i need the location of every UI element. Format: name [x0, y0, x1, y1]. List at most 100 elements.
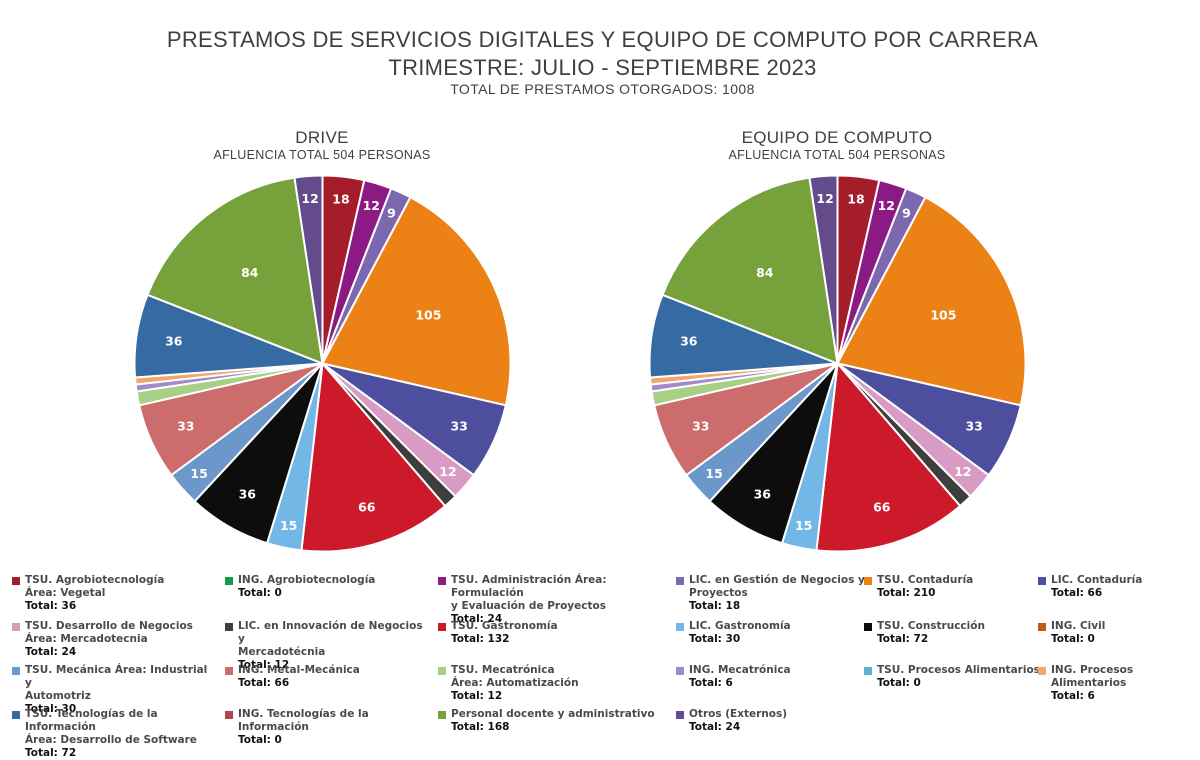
- legend-text: LIC. en Innovación de Negocios y Mercado…: [238, 620, 425, 672]
- legend-swatch: [864, 623, 872, 631]
- legend-text: Otros (Externos) Total: 24: [689, 708, 876, 734]
- legend-total: Total: 36: [25, 600, 77, 612]
- legend-total: Total: 0: [238, 734, 282, 746]
- computer-slice-value-label: 12: [954, 464, 971, 479]
- computer-slice-value-label: 33: [965, 419, 982, 434]
- drive-slice-value-label: 105: [415, 307, 441, 322]
- computer-slice-personal-docente-y-administrativo: [661, 176, 839, 366]
- computer-slice-value-label: 66: [873, 500, 891, 515]
- legend-text: LIC. en Gestión de Negocios y Proyectos T…: [689, 574, 876, 613]
- drive-slice-value-label: 33: [177, 419, 194, 434]
- legend-total: Total: 24: [25, 646, 77, 658]
- legend-total: Total: 66: [1051, 587, 1103, 599]
- legend-swatch: [676, 667, 684, 675]
- legend-text: ING. Mecatrónica Total: 6: [689, 664, 876, 690]
- legend-text: TSU. Agrobiotecnología Área: Vegetal Tota…: [25, 574, 212, 613]
- legend-swatch: [12, 667, 20, 675]
- computer-slice-value-label: 9: [902, 206, 911, 221]
- drive-slice-value-label: 15: [190, 466, 207, 481]
- legend-total: Total: 24: [689, 721, 741, 733]
- computer-chart-subtitle: AFLUENCIA TOTAL 504 PERSONAS: [728, 148, 946, 162]
- chart-title-block: PRESTAMOS DE SERVICIOS DIGITALES Y EQUIP…: [0, 26, 1200, 96]
- legend-total: Total: 168: [451, 721, 510, 733]
- computer-slice-tsu-contaduria: [836, 195, 1027, 407]
- legend-label: TSU. Procesos Alimentarios: [877, 664, 1040, 676]
- legend-swatch: [225, 711, 233, 719]
- legend-text: ING. Procesos Alimentarios Total: 6: [1051, 664, 1198, 703]
- legend-swatch: [438, 623, 446, 631]
- drive-slice-tsu-gastronomia: [300, 361, 447, 553]
- legend-label: TSU. Tecnologías de la Información Área:…: [25, 708, 197, 746]
- legend-total: Total: 132: [451, 633, 510, 645]
- legend-swatch: [1038, 667, 1046, 675]
- legend-label: LIC. Contaduría: [1051, 574, 1143, 586]
- legend-text: TSU. Procesos Alimentarios Total: 0: [877, 664, 1064, 690]
- drive-slice-value-label: 18: [332, 192, 349, 207]
- legend-swatch: [1038, 623, 1046, 631]
- drive-slice-value-label: 33: [450, 419, 467, 434]
- legend-label: Otros (Externos): [689, 708, 788, 720]
- legend-text: ING. Metal-Mecánica Total: 66: [238, 664, 425, 690]
- computer-slice-otros-externos: [808, 174, 839, 364]
- legend-text: TSU. Mecatrónica Área: Automatización Tot…: [451, 664, 666, 703]
- legend-total: Total: 12: [451, 690, 503, 702]
- drive-slice-value-label: 36: [165, 334, 183, 349]
- legend: TSU. Agrobiotecnología Área: Vegetal Tota…: [0, 574, 1200, 759]
- legend-total: Total: 6: [689, 677, 733, 689]
- legend-swatch: [12, 623, 20, 631]
- legend-label: TSU. Administración Área: Formulación y …: [451, 574, 607, 612]
- legend-swatch: [12, 711, 20, 719]
- legend-label: LIC. Gastronomía: [689, 620, 791, 632]
- legend-swatch: [864, 667, 872, 675]
- computer-pie-chart: 18 12 9 105 33 12 66 15 36 15 33 36 84 12: [648, 174, 1027, 553]
- drive-pie-chart: 18 12 9 105 33 12 66 15 36 15 33 36 84 12: [133, 174, 512, 553]
- drive-chart-subtitle: AFLUENCIA TOTAL 504 PERSONAS: [213, 148, 431, 162]
- legend-text: ING. Tecnologías de la Información Total:…: [238, 708, 425, 747]
- computer-slice-value-label: 36: [680, 334, 698, 349]
- legend-text: TSU. Mecánica Área: Industrial y Automot…: [25, 664, 212, 716]
- legend-label: TSU. Mecatrónica Área: Automatización: [451, 664, 579, 689]
- computer-chart-header: EQUIPO DE COMPUTO AFLUENCIA TOTAL 504 PE…: [677, 128, 997, 163]
- legend-label: TSU. Desarrollo de Negocios Área: Mercad…: [25, 620, 193, 645]
- legend-label: TSU. Agrobiotecnología Área: Vegetal: [25, 574, 165, 599]
- legend-total: Total: 6: [1051, 690, 1095, 702]
- legend-text: TSU. Desarrollo de Negocios Área: Mercad…: [25, 620, 212, 659]
- legend-swatch: [12, 577, 20, 585]
- legend-text: TSU. Construcción Total: 72: [877, 620, 1064, 646]
- drive-slice-value-label: 12: [363, 198, 380, 213]
- drive-slice-personal-docente-y-administrativo: [146, 176, 324, 366]
- legend-swatch: [438, 711, 446, 719]
- computer-slice-tsu-gastronomia: [815, 361, 962, 553]
- legend-label: TSU. Mecánica Área: Industrial y Automot…: [25, 664, 208, 702]
- legend-swatch: [676, 577, 684, 585]
- drive-slice-value-label: 12: [439, 464, 456, 479]
- computer-slice-value-label: 12: [878, 198, 895, 213]
- computer-slice-value-label: 84: [756, 265, 774, 280]
- legend-label: ING. Agrobiotecnología: [238, 574, 376, 586]
- legend-swatch: [225, 577, 233, 585]
- legend-swatch: [225, 623, 233, 631]
- computer-slice-value-label: 105: [930, 307, 956, 322]
- drive-slice-value-label: 66: [358, 500, 376, 515]
- legend-text: TSU. Gastronomía Total: 132: [451, 620, 666, 646]
- drive-chart-header: DRIVE AFLUENCIA TOTAL 504 PERSONAS: [162, 128, 482, 163]
- legend-swatch: [225, 667, 233, 675]
- legend-text: TSU. Contaduría Total: 210: [877, 574, 1064, 600]
- legend-total: Total: 12: [238, 659, 290, 671]
- legend-total: Total: 0: [877, 677, 921, 689]
- legend-total: Total: 66: [238, 677, 290, 689]
- legend-swatch: [438, 577, 446, 585]
- legend-text: LIC. Contaduría Total: 66: [1051, 574, 1198, 600]
- computer-chart-title: EQUIPO DE COMPUTO: [741, 128, 933, 147]
- legend-label: ING. Civil: [1051, 620, 1106, 632]
- legend-total: Total: 0: [1051, 633, 1095, 645]
- legend-swatch: [676, 711, 684, 719]
- drive-slice-value-label: 84: [241, 265, 259, 280]
- legend-swatch: [1038, 577, 1046, 585]
- legend-label: ING. Tecnologías de la Información: [238, 708, 369, 733]
- legend-text: TSU. Administración Área: Formulación y …: [451, 574, 666, 626]
- drive-slice-otros-externos: [293, 174, 324, 364]
- drive-slice-value-label: 9: [387, 206, 396, 221]
- legend-label: ING. Metal-Mecánica: [238, 664, 360, 676]
- legend-total: Total: 18: [689, 600, 741, 612]
